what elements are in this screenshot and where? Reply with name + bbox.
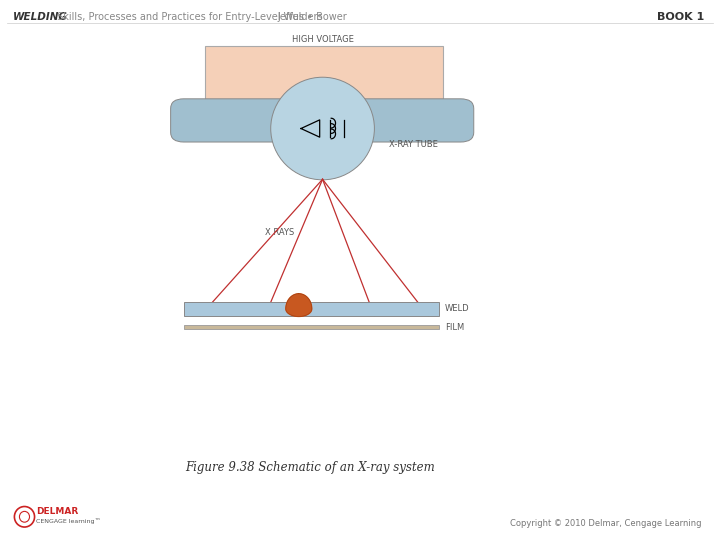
Text: WELD: WELD <box>445 305 469 313</box>
Text: Jeffus • Bower: Jeffus • Bower <box>277 12 347 22</box>
Text: X RAYS: X RAYS <box>265 228 294 237</box>
Text: FILM: FILM <box>445 323 464 332</box>
Text: WELDING: WELDING <box>13 12 68 22</box>
Text: Copyright © 2010 Delmar, Cengage Learning: Copyright © 2010 Delmar, Cengage Learnin… <box>510 519 702 528</box>
Bar <box>184 302 439 316</box>
Text: Skills, Processes and Practices for Entry-Level Welders: Skills, Processes and Practices for Entr… <box>54 12 323 22</box>
Polygon shape <box>286 294 312 316</box>
Text: HIGH VOLTAGE: HIGH VOLTAGE <box>292 35 354 44</box>
Bar <box>205 46 443 130</box>
Text: Figure 9.38 Schematic of an X-ray system: Figure 9.38 Schematic of an X-ray system <box>185 461 434 474</box>
Bar <box>184 325 439 329</box>
Text: DELMAR: DELMAR <box>36 507 78 516</box>
Ellipse shape <box>271 77 374 180</box>
Text: BOOK 1: BOOK 1 <box>657 12 704 22</box>
Text: CENGAGE learning™: CENGAGE learning™ <box>36 518 101 524</box>
FancyBboxPatch shape <box>171 99 474 142</box>
Text: X-RAY TUBE: X-RAY TUBE <box>389 140 438 150</box>
